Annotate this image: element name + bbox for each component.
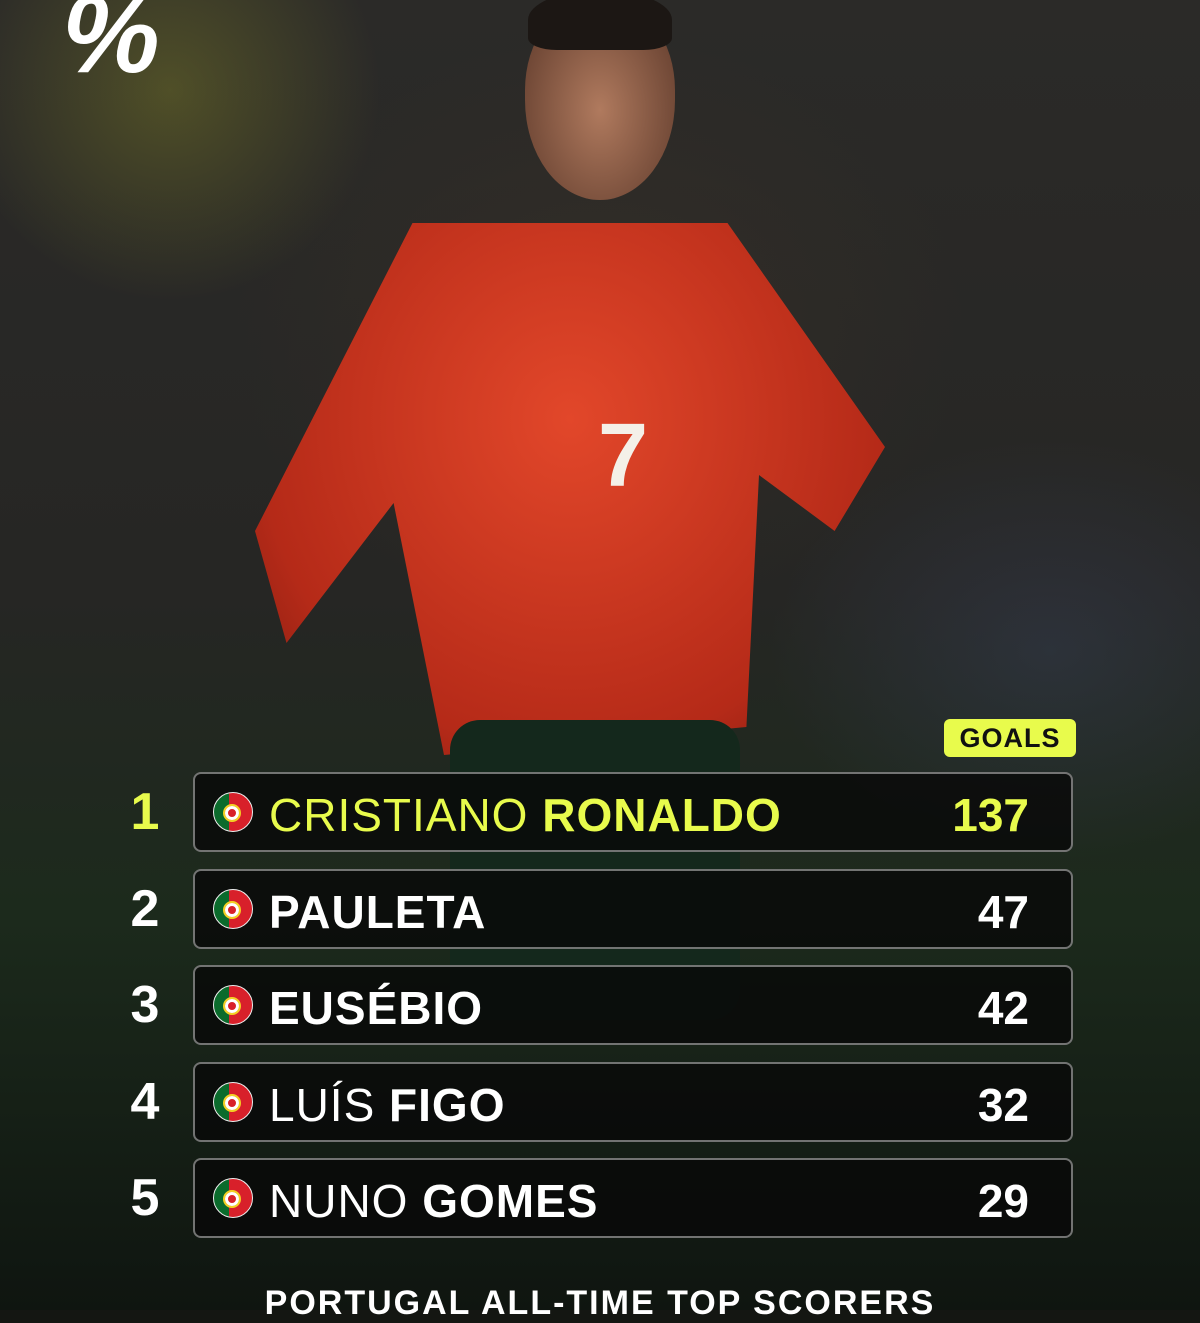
jersey-number: 7 xyxy=(598,406,649,506)
first-name: LUÍS xyxy=(269,1078,376,1131)
first-name: NUNO xyxy=(269,1175,409,1227)
scorer-row: LUÍS FIGO 32 xyxy=(193,1061,1073,1142)
player-name: PAULETA xyxy=(269,885,486,939)
scorer-row: PAULETA 47 xyxy=(193,868,1073,949)
goals-header-badge: GOALS xyxy=(944,719,1076,757)
rank-number: 2 xyxy=(130,879,160,938)
player-name: EUSÉBIO xyxy=(269,981,483,1035)
portugal-flag-icon xyxy=(213,792,253,832)
rank-number: 5 xyxy=(130,1169,160,1227)
portugal-flag-icon xyxy=(213,888,253,929)
portugal-flag-icon xyxy=(213,1178,253,1218)
last-name: GOMES xyxy=(422,1175,599,1227)
goals-value: 29 xyxy=(977,1175,1029,1227)
last-name: RONALDO xyxy=(542,789,782,841)
player-hair xyxy=(528,0,672,50)
goals-value: 32 xyxy=(977,1078,1029,1131)
last-name: PAULETA xyxy=(269,885,487,938)
scorer-row: EUSÉBIO 42 xyxy=(193,965,1073,1045)
scorer-row: CRISTIANO RONALDO 137 xyxy=(193,772,1073,852)
rank-number: 3 xyxy=(130,976,160,1034)
scorer-row: NUNO GOMES 29 xyxy=(193,1158,1073,1238)
portugal-flag-icon xyxy=(213,1081,253,1122)
goals-value: 137 xyxy=(952,789,1029,841)
footer-title: PORTUGAL ALL-TIME TOP SCORERS xyxy=(264,1284,936,1322)
goals-value: 47 xyxy=(977,885,1029,938)
brand-logo: % xyxy=(62,0,160,96)
rank-number: 1 xyxy=(130,783,160,841)
player-name: CRISTIANO RONALDO xyxy=(269,788,782,842)
rank-number: 4 xyxy=(130,1072,160,1131)
goals-value: 42 xyxy=(977,982,1029,1034)
player-name: NUNO GOMES xyxy=(269,1174,598,1228)
player-name: LUÍS FIGO xyxy=(269,1078,506,1132)
portugal-flag-icon xyxy=(213,985,253,1025)
last-name: EUSÉBIO xyxy=(269,982,484,1034)
last-name: FIGO xyxy=(389,1078,506,1131)
first-name: CRISTIANO xyxy=(269,789,529,841)
